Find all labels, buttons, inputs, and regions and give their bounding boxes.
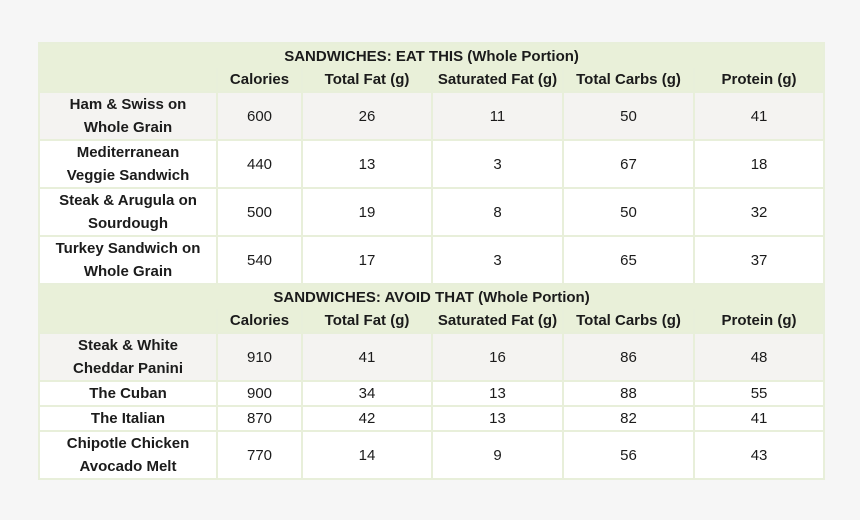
column-header-saturated-fat: Saturated Fat (g) xyxy=(431,309,564,334)
cell-protein: 55 xyxy=(692,380,826,407)
cell-saturated-fat: 13 xyxy=(431,380,564,407)
cell-protein: 37 xyxy=(692,235,826,285)
cell-protein: 43 xyxy=(692,430,826,480)
cell-saturated-fat: 11 xyxy=(431,91,564,141)
cell-total-fat: 13 xyxy=(301,139,433,189)
column-header-protein: Protein (g) xyxy=(692,309,826,334)
cell-total-fat: 14 xyxy=(301,430,433,480)
cell-protein: 32 xyxy=(692,187,826,237)
cell-total-carbs: 88 xyxy=(562,380,695,407)
column-header-empty xyxy=(38,68,218,93)
cell-saturated-fat: 3 xyxy=(431,139,564,189)
column-header-calories: Calories xyxy=(216,309,303,334)
cell-saturated-fat: 3 xyxy=(431,235,564,285)
column-header-row: Calories Total Fat (g) Saturated Fat (g)… xyxy=(38,68,826,93)
column-header-saturated-fat: Saturated Fat (g) xyxy=(431,68,564,93)
table-row: The Cuban 900 34 13 88 55 xyxy=(38,380,826,407)
row-name: The Italian xyxy=(38,405,218,432)
cell-protein: 41 xyxy=(692,91,826,141)
cell-protein: 41 xyxy=(692,405,826,432)
table-row: Ham & Swiss on Whole Grain 600 26 11 50 … xyxy=(38,91,826,141)
cell-total-fat: 26 xyxy=(301,91,433,141)
cell-total-fat: 19 xyxy=(301,187,433,237)
cell-calories: 500 xyxy=(216,187,303,237)
cell-total-fat: 17 xyxy=(301,235,433,285)
table-row: Chipotle Chicken Avocado Melt 770 14 9 5… xyxy=(38,430,826,480)
nutrition-table: SANDWICHES: EAT THIS (Whole Portion) Cal… xyxy=(37,42,826,480)
column-header-calories: Calories xyxy=(216,68,303,93)
table-row: Steak & Arugula on Sourdough 500 19 8 50… xyxy=(38,187,826,237)
cell-protein: 18 xyxy=(692,139,826,189)
cell-calories: 900 xyxy=(216,380,303,407)
cell-saturated-fat: 9 xyxy=(431,430,564,480)
section-eat-this: SANDWICHES: EAT THIS (Whole Portion) Cal… xyxy=(37,42,826,285)
row-name: Chipotle Chicken Avocado Melt xyxy=(38,430,218,480)
cell-total-carbs: 86 xyxy=(562,332,695,382)
nutrition-table-container: SANDWICHES: EAT THIS (Whole Portion) Cal… xyxy=(37,42,826,480)
cell-saturated-fat: 13 xyxy=(431,405,564,432)
cell-total-fat: 41 xyxy=(301,332,433,382)
row-name: The Cuban xyxy=(38,380,218,407)
row-name: Ham & Swiss on Whole Grain xyxy=(38,91,218,141)
cell-calories: 910 xyxy=(216,332,303,382)
row-name: Steak & Arugula on Sourdough xyxy=(38,187,218,237)
table-row: Turkey Sandwich on Whole Grain 540 17 3 … xyxy=(38,235,826,285)
column-header-total-carbs: Total Carbs (g) xyxy=(562,309,695,334)
cell-total-carbs: 50 xyxy=(562,187,695,237)
cell-saturated-fat: 16 xyxy=(431,332,564,382)
table-row: Mediterranean Veggie Sandwich 440 13 3 6… xyxy=(38,139,826,189)
column-header-protein: Protein (g) xyxy=(692,68,826,93)
table-row: Steak & White Cheddar Panini 910 41 16 8… xyxy=(38,332,826,382)
section-title: SANDWICHES: EAT THIS (Whole Portion) xyxy=(37,42,826,68)
cell-total-carbs: 67 xyxy=(562,139,695,189)
section-title: SANDWICHES: AVOID THAT (Whole Portion) xyxy=(37,283,826,309)
cell-total-carbs: 50 xyxy=(562,91,695,141)
cell-total-fat: 42 xyxy=(301,405,433,432)
row-name: Turkey Sandwich on Whole Grain xyxy=(38,235,218,285)
cell-total-carbs: 56 xyxy=(562,430,695,480)
column-header-total-fat: Total Fat (g) xyxy=(301,68,433,93)
column-header-row: Calories Total Fat (g) Saturated Fat (g)… xyxy=(38,309,826,334)
table-row: The Italian 870 42 13 82 41 xyxy=(38,405,826,432)
cell-calories: 770 xyxy=(216,430,303,480)
cell-saturated-fat: 8 xyxy=(431,187,564,237)
section-avoid-that: SANDWICHES: AVOID THAT (Whole Portion) C… xyxy=(37,283,826,480)
row-name: Steak & White Cheddar Panini xyxy=(38,332,218,382)
row-name: Mediterranean Veggie Sandwich xyxy=(38,139,218,189)
column-header-total-fat: Total Fat (g) xyxy=(301,309,433,334)
column-header-total-carbs: Total Carbs (g) xyxy=(562,68,695,93)
cell-protein: 48 xyxy=(692,332,826,382)
section-title-row: SANDWICHES: EAT THIS (Whole Portion) xyxy=(37,42,826,68)
cell-calories: 870 xyxy=(216,405,303,432)
cell-calories: 440 xyxy=(216,139,303,189)
cell-calories: 540 xyxy=(216,235,303,285)
cell-calories: 600 xyxy=(216,91,303,141)
section-title-row: SANDWICHES: AVOID THAT (Whole Portion) xyxy=(37,283,826,309)
cell-total-carbs: 82 xyxy=(562,405,695,432)
column-header-empty xyxy=(38,309,218,334)
cell-total-carbs: 65 xyxy=(562,235,695,285)
cell-total-fat: 34 xyxy=(301,380,433,407)
